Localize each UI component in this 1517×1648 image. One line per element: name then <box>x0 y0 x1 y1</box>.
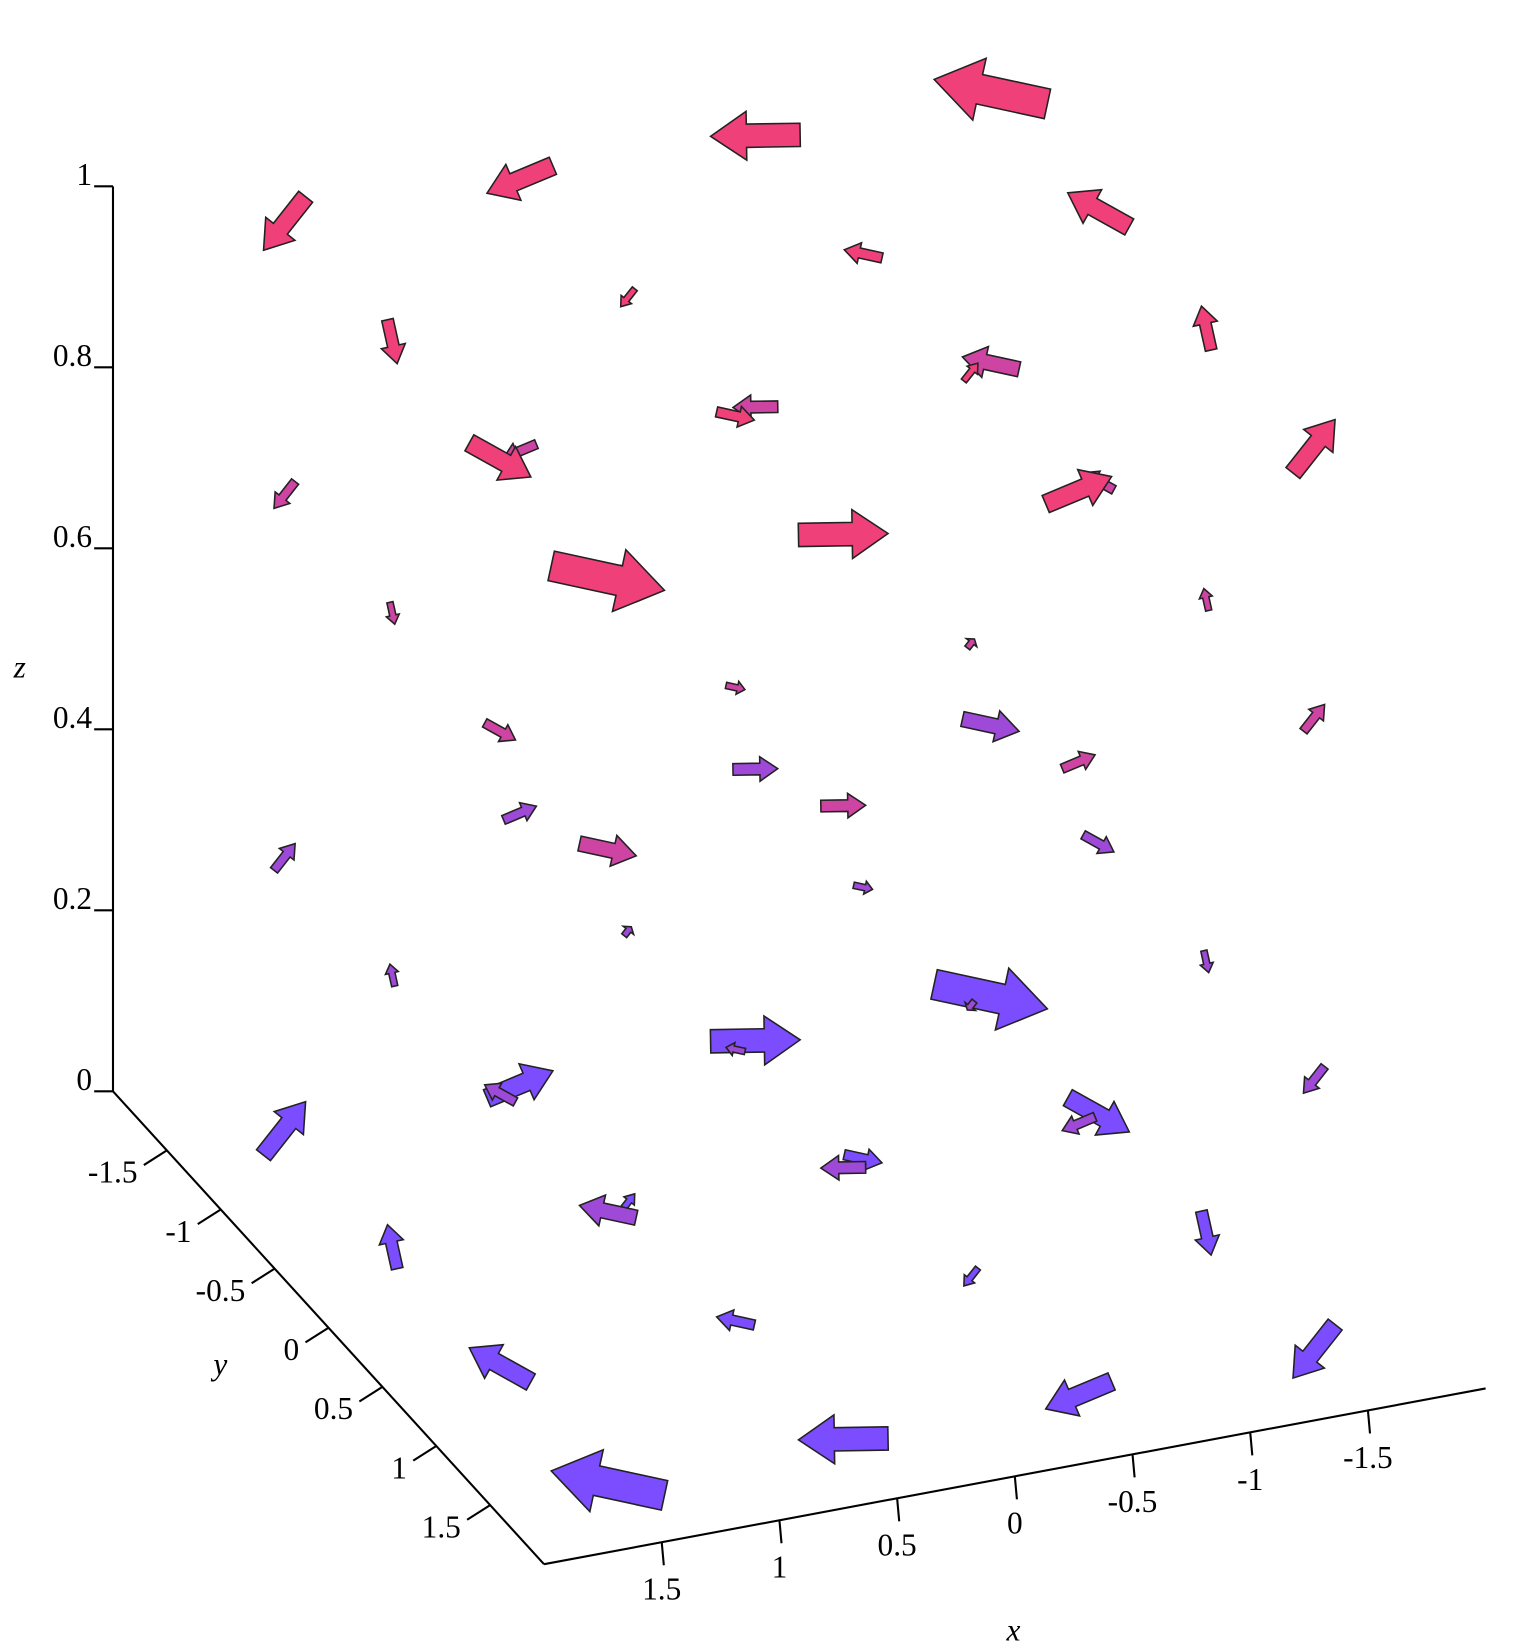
arrow <box>1041 468 1113 514</box>
z-axis-label: z <box>13 649 26 684</box>
arrow <box>463 433 533 482</box>
x-tick <box>778 1520 783 1544</box>
y-tick <box>304 1326 330 1344</box>
arrow <box>819 1154 867 1182</box>
x-tick-label: -1 <box>1237 1462 1263 1497</box>
y-tick <box>251 1267 276 1285</box>
arrow <box>932 56 1052 122</box>
y-axis-label: y <box>210 1347 227 1382</box>
y-tick-label: -0.5 <box>196 1273 246 1308</box>
arrow <box>485 156 558 202</box>
arrow <box>619 285 639 308</box>
z-tick-label: 0.8 <box>53 338 92 373</box>
x-axis-label: x <box>1005 1612 1020 1647</box>
arrow <box>963 998 978 1012</box>
arrow <box>576 833 638 868</box>
y-tick-label: -1 <box>165 1214 191 1249</box>
arrow <box>819 791 868 820</box>
arrow <box>468 1343 537 1392</box>
arrow <box>852 879 874 896</box>
arrow <box>1059 750 1097 774</box>
arrow <box>1192 304 1219 353</box>
x-tick-label: -1.5 <box>1343 1440 1393 1475</box>
y-tick <box>412 1445 437 1462</box>
z-tick-label: 1 <box>76 157 92 192</box>
x-tick-label: 0 <box>1007 1506 1023 1541</box>
z-tick-label: 0.4 <box>53 700 93 735</box>
arrow <box>797 1413 890 1466</box>
arrow <box>1079 829 1116 855</box>
arrow <box>715 1308 757 1333</box>
arrow <box>959 709 1021 744</box>
x-tick-label: 1 <box>772 1550 788 1585</box>
z-tick-label: 0.2 <box>53 881 92 916</box>
y-tick-label: 0 <box>284 1332 300 1367</box>
x-tick <box>1366 1410 1372 1434</box>
arrow <box>1062 1088 1131 1136</box>
x-tick <box>660 1542 665 1566</box>
x-tick <box>1013 1476 1018 1500</box>
arrow <box>1302 1062 1330 1095</box>
arrow <box>379 317 407 366</box>
y-tick-label: 1 <box>391 1450 407 1485</box>
arrow <box>1292 1317 1344 1380</box>
arrow <box>483 1082 519 1108</box>
arrow <box>262 190 314 252</box>
x-tick-label: 1.5 <box>642 1572 681 1607</box>
arrow <box>709 1014 802 1067</box>
arrow <box>732 755 780 783</box>
x-tick-label: 0.5 <box>878 1528 917 1563</box>
arrow <box>1284 418 1336 480</box>
y-tick <box>466 1504 491 1521</box>
arrow <box>1298 703 1326 736</box>
arrow <box>842 241 885 265</box>
arrow <box>384 600 401 626</box>
arrow <box>714 404 756 429</box>
arrow <box>578 1193 639 1228</box>
arrow <box>481 717 517 743</box>
arrow <box>255 1100 307 1162</box>
arrow <box>1066 188 1135 237</box>
arrow <box>724 1041 747 1058</box>
arrow <box>709 109 802 162</box>
x-tick-label: -0.5 <box>1108 1484 1158 1519</box>
arrow <box>500 801 538 826</box>
arrow <box>547 548 666 613</box>
y-tick <box>143 1149 168 1166</box>
arrow <box>384 962 400 988</box>
z-tick-label: 0.6 <box>53 519 92 554</box>
arrow <box>724 679 747 696</box>
arrow <box>1060 1111 1098 1136</box>
arrow <box>963 637 979 652</box>
arrow <box>960 362 979 385</box>
y-tick-label: -1.5 <box>88 1155 138 1190</box>
arrow <box>273 477 300 510</box>
arrow <box>549 1448 669 1514</box>
arrow <box>963 1265 982 1287</box>
x-tick <box>1131 1454 1136 1478</box>
x-tick <box>1249 1432 1254 1456</box>
arrow <box>620 925 636 939</box>
y-tick <box>197 1208 222 1226</box>
arrow <box>1193 1208 1221 1257</box>
z-tick-label: 0 <box>76 1062 92 1097</box>
arrow <box>929 966 1049 1032</box>
arrow <box>269 842 296 875</box>
arrow <box>378 1223 405 1271</box>
arrow <box>797 508 890 560</box>
arrow <box>1198 587 1214 613</box>
arrow <box>1198 949 1215 974</box>
y-tick <box>358 1385 383 1403</box>
arrow <box>1044 1371 1117 1418</box>
y-tick-label: 0.5 <box>314 1391 353 1426</box>
x-tick <box>896 1498 901 1522</box>
y-tick-label: 1.5 <box>422 1509 461 1544</box>
